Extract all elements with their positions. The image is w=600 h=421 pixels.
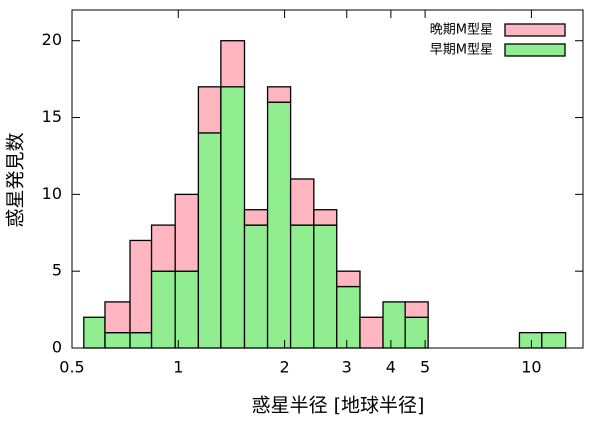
bar	[289, 224, 315, 349]
bar	[336, 270, 361, 288]
legend-swatch	[504, 23, 566, 37]
bar	[289, 178, 315, 226]
x-axis-label: 惑星半径 [地球半径]	[252, 395, 425, 417]
bar	[150, 224, 176, 272]
legend-swatch	[504, 43, 566, 57]
y-tick-label: 20	[42, 30, 62, 49]
x-tick-label: 10	[521, 358, 541, 377]
bar	[220, 40, 246, 88]
bar	[404, 301, 429, 318]
plot-frame	[71, 9, 584, 349]
bar	[518, 331, 543, 349]
x-tick-label: 5	[420, 358, 430, 377]
x-tick-label: 4	[386, 358, 396, 377]
x-tick-label: 3	[342, 358, 352, 377]
y-tick-label: 5	[52, 261, 62, 280]
bar	[150, 270, 176, 349]
bar	[266, 101, 292, 349]
bar	[243, 209, 269, 226]
y-tick-label: 15	[42, 107, 62, 126]
bar	[129, 331, 153, 349]
bar	[129, 239, 153, 334]
x-tick-label: 0.5	[59, 358, 84, 377]
bar	[382, 301, 406, 349]
bar	[541, 331, 567, 349]
legend-label: 晩期M型星	[430, 23, 493, 38]
bar	[174, 193, 200, 272]
bar	[197, 132, 222, 349]
bar	[220, 86, 246, 349]
bar	[313, 209, 338, 226]
bar	[104, 301, 131, 334]
legend-label: 早期M型星	[430, 43, 493, 58]
bar	[104, 331, 131, 349]
bar	[359, 316, 384, 349]
y-tick-label: 10	[42, 184, 62, 203]
bar	[83, 316, 106, 349]
y-tick-label: 0	[52, 338, 62, 357]
bar	[174, 270, 200, 349]
bar	[197, 86, 222, 134]
bar	[243, 224, 269, 349]
bar	[266, 86, 292, 103]
bar	[336, 285, 361, 349]
bar	[313, 224, 338, 349]
x-tick-label: 1	[173, 358, 183, 377]
y-axis-label: 惑星発見数	[5, 132, 27, 227]
x-tick-label: 2	[279, 358, 289, 377]
